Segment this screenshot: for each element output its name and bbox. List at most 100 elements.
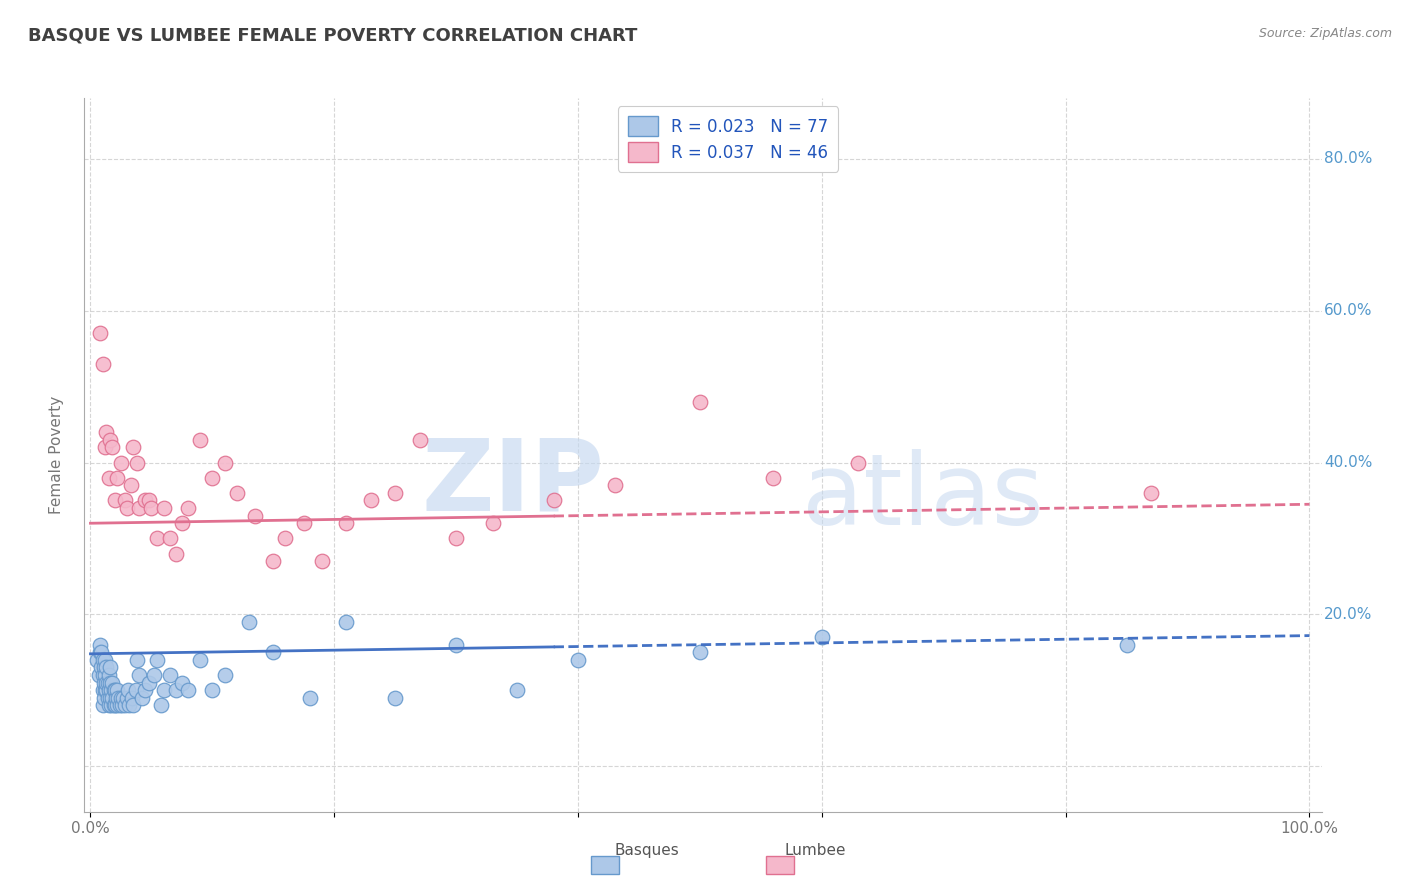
Text: Basques: Basques: [614, 843, 679, 858]
Point: [360, 493, 382, 508]
Point: [125, 653, 148, 667]
Point: [97, 698, 120, 713]
Point: [103, 698, 125, 713]
Point: [103, 683, 125, 698]
Point: [86, 653, 108, 667]
Point: [567, 653, 589, 667]
Point: [104, 683, 127, 698]
Point: [96, 425, 118, 439]
Point: [603, 478, 626, 492]
Point: [93, 675, 115, 690]
Point: [107, 690, 129, 705]
Point: [97, 668, 120, 682]
Text: 20.0%: 20.0%: [1324, 607, 1372, 622]
Point: [134, 493, 156, 508]
Point: [238, 615, 260, 629]
Point: [90, 645, 112, 659]
Text: atlas: atlas: [801, 450, 1043, 546]
Text: BASQUE VS LUMBEE FEMALE POVERTY CORRELATION CHART: BASQUE VS LUMBEE FEMALE POVERTY CORRELAT…: [28, 27, 637, 45]
Point: [335, 516, 357, 531]
Point: [292, 516, 315, 531]
Point: [128, 501, 150, 516]
Point: [98, 433, 121, 447]
Point: [134, 683, 156, 698]
Point: [115, 501, 138, 516]
Point: [91, 683, 114, 698]
Point: [118, 698, 141, 713]
Point: [91, 653, 114, 667]
Text: ZIP: ZIP: [422, 435, 605, 532]
Point: [159, 532, 181, 546]
Point: [188, 653, 211, 667]
Point: [214, 668, 236, 682]
Point: [93, 660, 115, 674]
Point: [142, 668, 165, 682]
Point: [93, 690, 115, 705]
Point: [1115, 638, 1137, 652]
Point: [89, 638, 111, 652]
Point: [188, 433, 211, 447]
Text: 80.0%: 80.0%: [1324, 152, 1372, 166]
Point: [105, 683, 128, 698]
Point: [89, 645, 111, 659]
Point: [125, 456, 148, 470]
Text: Lumbee: Lumbee: [785, 843, 846, 858]
Legend: R = 0.023   N = 77, R = 0.037   N = 46: R = 0.023 N = 77, R = 0.037 N = 46: [617, 106, 838, 171]
Point: [689, 394, 711, 409]
Point: [90, 660, 112, 674]
Point: [146, 653, 169, 667]
Point: [108, 698, 131, 713]
Point: [96, 660, 118, 674]
Point: [150, 698, 173, 713]
Point: [165, 683, 187, 698]
Point: [110, 456, 132, 470]
Point: [170, 516, 193, 531]
Point: [124, 683, 146, 698]
Point: [105, 690, 128, 705]
Point: [122, 440, 145, 454]
Point: [408, 433, 430, 447]
Point: [543, 493, 565, 508]
Point: [91, 668, 114, 682]
Point: [96, 675, 118, 690]
Point: [94, 683, 117, 698]
Point: [201, 471, 224, 485]
Point: [91, 698, 114, 713]
Point: [111, 698, 134, 713]
Point: [177, 501, 200, 516]
Point: [98, 690, 121, 705]
Point: [128, 668, 150, 682]
Point: [131, 690, 153, 705]
Point: [1140, 486, 1163, 500]
Point: [170, 675, 193, 690]
Point: [165, 547, 187, 561]
Point: [97, 683, 120, 698]
Point: [274, 532, 297, 546]
Point: [298, 690, 321, 705]
Point: [138, 675, 160, 690]
Point: [104, 493, 127, 508]
Point: [114, 493, 136, 508]
Point: [101, 675, 124, 690]
Point: [100, 683, 122, 698]
Point: [152, 501, 174, 516]
Point: [94, 668, 117, 682]
Text: 60.0%: 60.0%: [1324, 303, 1372, 318]
Point: [506, 683, 529, 698]
Point: [384, 486, 406, 500]
Point: [105, 698, 128, 713]
Point: [141, 501, 163, 516]
Point: [152, 683, 174, 698]
Point: [104, 698, 127, 713]
Point: [115, 690, 138, 705]
Text: Source: ZipAtlas.com: Source: ZipAtlas.com: [1258, 27, 1392, 40]
Point: [848, 456, 870, 470]
Point: [98, 675, 121, 690]
Point: [762, 471, 785, 485]
Point: [335, 615, 357, 629]
Point: [105, 471, 128, 485]
Point: [96, 683, 118, 698]
Point: [689, 645, 711, 659]
Point: [138, 493, 160, 508]
Point: [444, 638, 467, 652]
